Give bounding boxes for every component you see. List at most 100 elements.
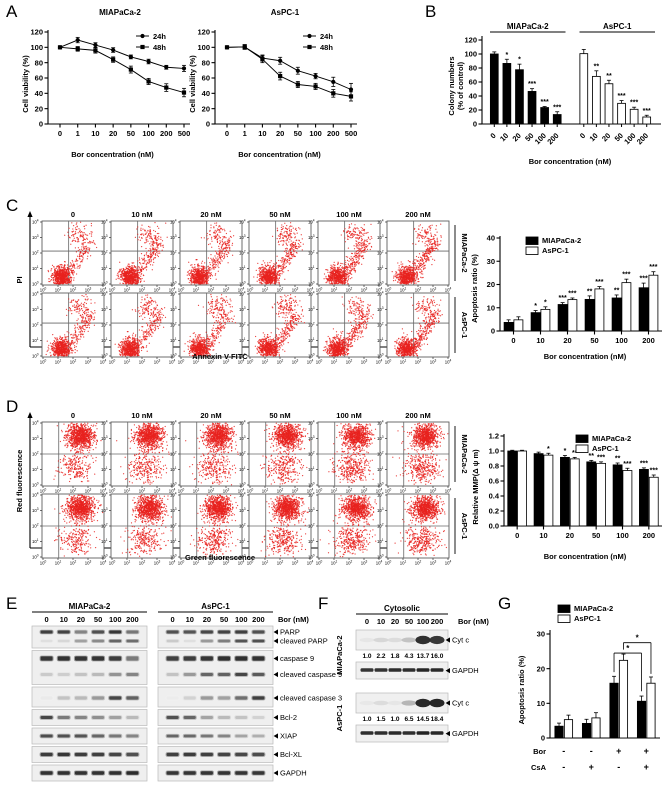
panelE-western-blots: MIAPaCa-2 0 10 20 50 100 200 AsPC-1 0 10 20 50 100 20… [16,600,342,786]
svg-text:Colony numbers: Colony numbers [447,56,456,115]
svg-text:80: 80 [202,58,210,67]
svg-text:100: 100 [101,281,108,287]
svg-text:0: 0 [578,131,587,140]
svg-text:10 nM: 10 nM [131,210,152,219]
svg-text:104: 104 [308,219,315,225]
svg-text:20: 20 [469,106,477,115]
panel-letter-d: D [6,397,18,417]
svg-text:0: 0 [39,120,43,129]
svg-text:101: 101 [262,287,269,293]
svg-text:102: 102 [208,287,215,293]
panel-letter-a: A [6,2,17,22]
svg-text:103: 103 [292,287,299,293]
svg-text:***: *** [553,104,561,111]
svg-text:101: 101 [400,287,407,293]
svg-text:101: 101 [55,287,62,293]
svg-text:102: 102 [346,287,353,293]
svg-text:102: 102 [415,287,422,293]
svg-text:20: 20 [511,131,523,143]
svg-text:20: 20 [600,131,612,143]
svg-text:103: 103 [223,287,230,293]
svg-text:20: 20 [202,104,210,113]
svg-text:101: 101 [331,287,338,293]
svg-text:101: 101 [124,287,131,293]
svg-text:100: 100 [309,129,322,138]
svg-text:104: 104 [238,287,245,293]
svg-text:20: 20 [276,129,284,138]
svg-text:24h: 24h [153,32,166,41]
svg-text:40: 40 [202,89,210,98]
svg-text:500: 500 [345,129,358,138]
svg-text:40: 40 [469,92,477,101]
svg-text:10: 10 [498,131,510,143]
svg-text:1: 1 [76,129,80,138]
svg-text:200: 200 [327,129,340,138]
svg-text:**: ** [606,73,612,80]
svg-text:0: 0 [58,129,62,138]
svg-text:*: * [506,52,509,59]
svg-text:102: 102 [32,250,39,256]
svg-text:101: 101 [32,265,39,271]
svg-text:103: 103 [101,234,108,240]
svg-text:100: 100 [385,287,392,293]
svg-text:103: 103 [239,234,246,240]
svg-text:48h: 48h [320,43,333,52]
svg-text:102: 102 [70,287,77,293]
svg-text:10: 10 [91,129,99,138]
svg-text:0: 0 [488,131,497,140]
panel-letter-g: G [498,594,511,614]
panel-letter-c: C [6,196,18,216]
svg-text:104: 104 [170,219,177,225]
svg-text:103: 103 [32,234,39,240]
svg-text:80: 80 [35,58,43,67]
svg-text:104: 104 [239,219,246,225]
svg-text:100: 100 [142,129,155,138]
panelA-chart1-title: MIAPaCa-2 [60,8,180,17]
svg-text:*: * [518,57,521,64]
svg-text:**: ** [594,63,600,70]
svg-text:***: *** [643,108,651,115]
svg-text:20 nM: 20 nM [200,210,221,219]
panelC-xlabel: Bor concentration (nM) [510,352,660,361]
svg-text:100: 100 [40,287,47,293]
svg-text:101: 101 [239,265,246,271]
svg-text:0: 0 [473,120,477,129]
svg-text:104: 104 [100,287,107,293]
svg-text:102: 102 [308,250,315,256]
svg-text:***: *** [617,93,625,100]
panelA-ylabel: Cell viability (%) [188,55,197,113]
svg-text:102: 102 [277,287,284,293]
svg-text:50: 50 [294,129,302,138]
svg-text:48h: 48h [153,43,166,52]
svg-text:101: 101 [308,265,315,271]
svg-text:100: 100 [197,43,210,52]
svg-text:103: 103 [85,287,92,293]
svg-text:120: 120 [464,36,477,45]
svg-text:100: 100 [247,287,254,293]
svg-text:50 nM: 50 nM [269,210,290,219]
svg-text:100: 100 [308,281,315,287]
svg-text:24h: 24h [320,32,333,41]
svg-text:101: 101 [377,265,384,271]
svg-text:100: 100 [109,287,116,293]
panelA-chart2-xlabel: Bor concentration (nM) [212,150,347,159]
svg-text:60: 60 [469,78,477,87]
svg-text:200: 200 [160,129,173,138]
svg-text:102: 102 [139,287,146,293]
svg-text:120: 120 [197,28,210,37]
panelA-viability-chart-miapaca2: 0 20 40 60 80 100 120 0 1 10 20 50 100 200 500 Cell via… [18,22,198,152]
panel-letter-f: F [318,594,328,614]
svg-text:101: 101 [170,265,177,271]
panel-letter-e: E [6,594,17,614]
panel-letter-b: B [425,2,436,22]
svg-text:80: 80 [469,64,477,73]
svg-text:103: 103 [361,287,368,293]
panelD-flow-grid: 100 100 101 101 102 102 103 103 104 104 0 100 100 101… [15,406,469,566]
svg-text:100: 100 [239,281,246,287]
svg-text:100 nM: 100 nM [336,210,361,219]
svg-text:102: 102 [239,250,246,256]
panelB-colony-chart: 0 20 40 60 80 100 120 0 * 10 * 20 *** 50 *** 100 *** 200 M… [440,18,665,158]
svg-text:104: 104 [101,219,108,225]
svg-text:100: 100 [464,50,477,59]
panelA-chart1-xlabel: Bor concentration (nM) [45,150,180,159]
